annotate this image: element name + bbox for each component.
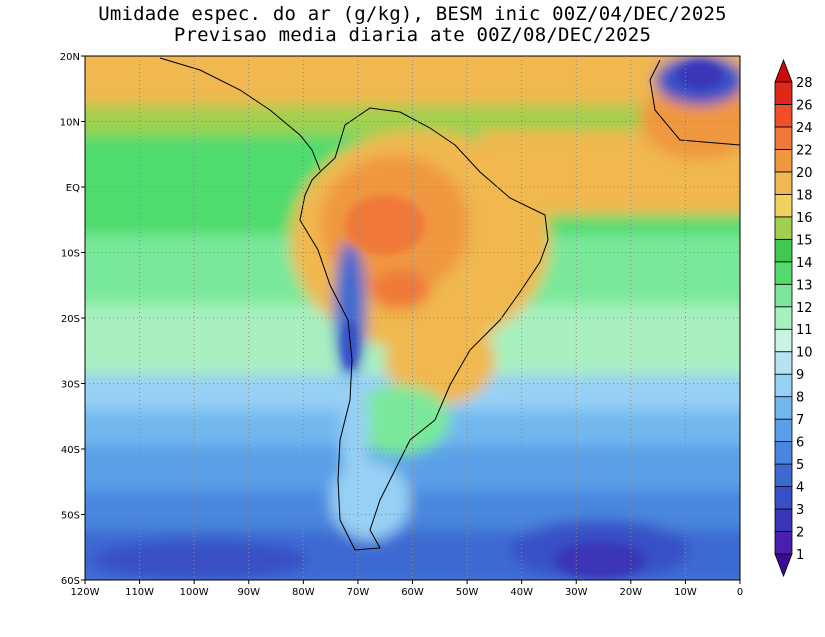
colorbar-label: 18 <box>796 188 813 203</box>
colorbar-label: 4 <box>796 481 804 496</box>
x-tick-label: 20W <box>620 587 643 598</box>
y-tick-label: 10N <box>60 118 80 129</box>
colorbar-label: 22 <box>796 143 813 158</box>
x-tick-label: 50W <box>456 587 479 598</box>
longitude-axis: 120W 110W 100W 90W 80W 70W 60W 50W 40W 30W 20W 10W 0 <box>71 580 743 598</box>
colorbar-swatch <box>774 171 793 195</box>
colorbar-swatch <box>774 81 793 105</box>
colorbar-swatch <box>774 126 793 150</box>
colorbar-swatch <box>774 306 793 330</box>
colorbar-swatch <box>774 283 793 308</box>
colorbar-label: 12 <box>796 301 813 316</box>
colorbar-swatch <box>774 418 793 443</box>
colorbar-swatch <box>774 373 793 398</box>
colorbar-swatch <box>774 508 793 532</box>
y-tick-label: 20S <box>61 314 80 325</box>
x-tick-label: 120W <box>71 587 100 598</box>
colorbar-label: 9 <box>796 368 804 383</box>
colorbar-label: 5 <box>796 458 804 473</box>
colorbar-label: 14 <box>796 256 813 271</box>
y-tick-label: 50S <box>61 511 80 522</box>
colorbar-swatch <box>774 104 793 128</box>
x-tick-label: 30W <box>565 587 588 598</box>
colorbar-swatch <box>774 351 793 375</box>
grid-lines <box>85 56 740 580</box>
y-tick-label: 30S <box>61 380 80 391</box>
colorbar-swatch <box>774 396 793 420</box>
x-tick-label: 80W <box>292 587 315 598</box>
colorbar-label: 11 <box>796 323 813 338</box>
colorbar-label: 2 <box>796 526 804 541</box>
colorbar-label: 20 <box>796 166 813 181</box>
colorbar-label: 15 <box>796 233 813 248</box>
map-title: Umidade espec. do ar (g/kg), BESM inic 0… <box>98 3 727 25</box>
y-tick-label: 20N <box>60 52 80 63</box>
colorbar-swatch <box>774 486 793 510</box>
colorbar-swatch <box>774 531 793 555</box>
colorbar-label: 26 <box>796 98 813 113</box>
colorbar-label: 1 <box>796 548 804 563</box>
colorbar-swatch <box>774 149 793 173</box>
colorbar-swatch <box>774 261 793 285</box>
colorbar-label: 8 <box>796 391 804 406</box>
map-subtitle: Previsao media diaria ate 00Z/08/DEC/202… <box>173 24 652 46</box>
x-tick-label: 100W <box>180 587 209 598</box>
x-tick-label: 110W <box>125 587 154 598</box>
colorbar-label: 10 <box>796 346 813 361</box>
colorbar-label: 7 <box>796 413 804 428</box>
x-tick-label: 90W <box>237 587 260 598</box>
latitude-axis: 20N 10N EQ 10S 20S 30S 40S 50S 60S <box>60 52 85 587</box>
y-tick-label: 60S <box>61 576 80 587</box>
y-tick-label: EQ <box>66 183 80 194</box>
x-tick-label: 70W <box>347 587 370 598</box>
colorbar-label: 13 <box>796 278 813 293</box>
coastlines <box>159 57 740 551</box>
x-tick-label: 40W <box>510 587 533 598</box>
colorbar-swatch <box>774 463 793 487</box>
colorbar-swatch <box>774 193 793 218</box>
colorbar-swatch <box>774 216 793 240</box>
colorbar-swatch <box>774 238 793 263</box>
y-tick-label: 10S <box>61 249 80 260</box>
colorbar-label: 28 <box>796 76 813 91</box>
colorbar-swatch <box>774 441 793 465</box>
colorbar-label: 16 <box>796 211 813 226</box>
colorbar-label: 24 <box>796 121 813 136</box>
colorbar-min-arrow <box>774 553 793 578</box>
y-tick-label: 40S <box>61 445 80 456</box>
x-tick-label: 0 <box>737 587 743 598</box>
colorbar-label: 6 <box>796 436 804 451</box>
colorbar-label: 3 <box>796 503 804 518</box>
colorbar-swatch <box>774 328 793 353</box>
x-tick-label: 60W <box>401 587 424 598</box>
colorbar-max-arrow <box>774 58 793 83</box>
x-tick-label: 10W <box>674 587 697 598</box>
